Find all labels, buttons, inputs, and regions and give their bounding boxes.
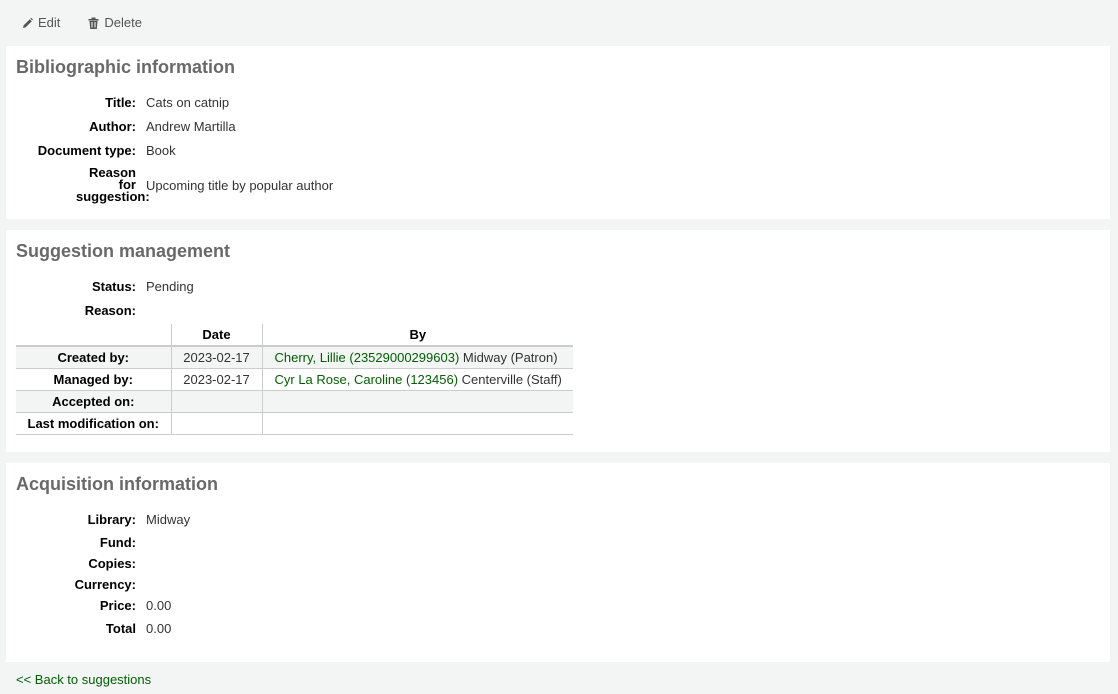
table-row: Accepted on: — [16, 390, 573, 413]
by-cell — [261, 390, 573, 413]
delete-button[interactable]: Delete — [88, 15, 142, 31]
row-label: Created by: — [16, 345, 172, 369]
pencil-icon — [22, 17, 33, 29]
edit-button[interactable]: Edit — [22, 15, 60, 31]
total-value: 0.00 — [146, 621, 172, 636]
field-label: Total — [105, 621, 136, 636]
document-type-value: Book — [146, 143, 176, 158]
field-label: Currency: — [74, 577, 136, 592]
row-label: Last modification on: — [16, 412, 172, 435]
by-cell — [261, 412, 573, 435]
library-text: Centerville (Staff) — [458, 372, 562, 387]
delete-label: Delete — [104, 15, 142, 30]
acquisition-panel: Acquisition information Library: Midway F… — [6, 463, 1110, 662]
column-header: By — [261, 324, 573, 347]
table-row: Last modification on: — [16, 412, 573, 435]
field-label: Reason: — [84, 303, 136, 318]
field-label: Title: — [105, 95, 136, 110]
field-label: Status: — [91, 279, 136, 294]
history-table: Date By Created by: 2023-02-17 Cherry, Lill… — [16, 324, 573, 435]
edit-label: Edit — [38, 15, 61, 30]
library-text: Midway (Patron) — [459, 350, 558, 365]
section-heading: Bibliographic information — [16, 57, 235, 77]
column-header: Date — [170, 324, 263, 347]
back-to-suggestions-link[interactable]: << Back to suggestions — [16, 672, 152, 687]
row-label: Managed by: — [16, 368, 172, 391]
field-label: Library: — [87, 512, 136, 527]
trash-icon — [88, 17, 99, 29]
date-cell: 2023-02-17 — [170, 368, 263, 391]
section-heading: Acquisition information — [16, 474, 218, 494]
title-value: Cats on catnip — [146, 95, 230, 110]
date-cell — [170, 412, 263, 435]
row-label: Accepted on: — [16, 390, 172, 413]
table-row: Created by: 2023-02-17 Cherry, Lillie (235… — [16, 345, 573, 369]
bibliographic-panel: Bibliographic information Title: Cats on … — [6, 46, 1110, 219]
field-label: Reason for suggestion: — [76, 165, 150, 204]
toolbar: Edit Delete — [0, 0, 1118, 46]
field-label: Price: — [99, 598, 136, 613]
author-value: Andrew Martilla — [146, 119, 236, 134]
field-label: Copies: — [88, 556, 136, 571]
date-cell — [170, 390, 263, 413]
staff-link[interactable]: Cyr La Rose, Caroline (123456) — [274, 372, 459, 387]
field-label: Fund: — [99, 535, 136, 550]
field-label: Document type: — [37, 143, 136, 158]
column-header — [16, 324, 172, 347]
price-value: 0.00 — [146, 598, 172, 613]
patron-link[interactable]: Cherry, Lillie (23529000299603) — [274, 350, 460, 365]
section-heading: Suggestion management — [16, 241, 231, 261]
reason-value: Upcoming title by popular author — [146, 177, 334, 193]
by-cell: Cherry, Lillie (23529000299603) Midway (… — [261, 345, 573, 369]
status-value: Pending — [146, 279, 194, 294]
date-cell: 2023-02-17 — [170, 345, 263, 369]
table-row: Managed by: 2023-02-17 Cyr La Rose, Caroli… — [16, 368, 573, 391]
library-value: Midway — [146, 512, 191, 527]
by-cell: Cyr La Rose, Caroline (123456) Centervil… — [261, 368, 573, 391]
suggestion-management-panel: Suggestion management Status: Pending Rea… — [6, 230, 1110, 452]
field-label: Author: — [89, 119, 136, 134]
